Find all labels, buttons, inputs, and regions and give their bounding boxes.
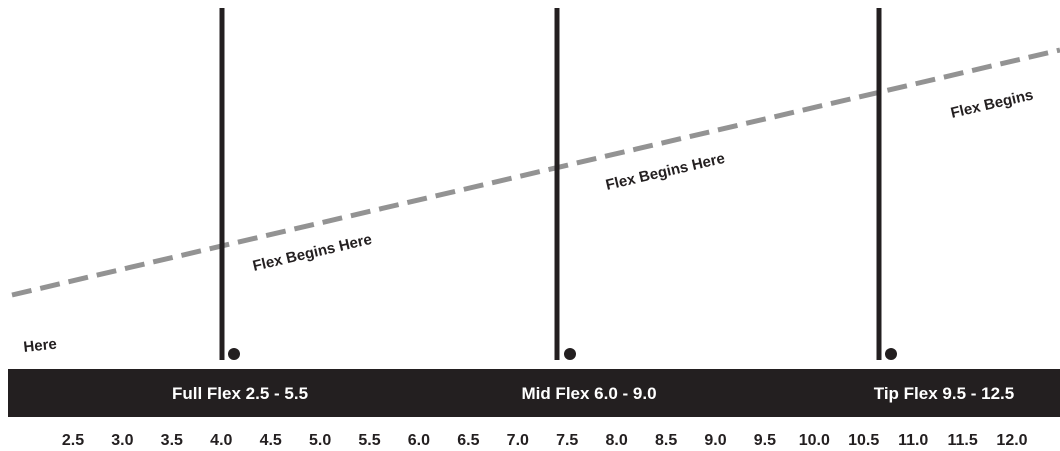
scale-tick-label: 9.5 xyxy=(754,432,776,449)
full-flex-label: Full Flex 2.5 - 5.5 xyxy=(172,384,308,403)
scale-tick-label: 11.0 xyxy=(898,432,928,449)
scale-tick-label: 6.5 xyxy=(457,432,479,449)
scale-tick-label: 11.5 xyxy=(947,432,977,449)
scale-tick-label: 4.0 xyxy=(210,432,232,449)
scale-tick-label: 10.0 xyxy=(799,432,830,449)
scale-tick-label: 5.5 xyxy=(358,432,380,449)
tip-flex-label: Tip Flex 9.5 - 12.5 xyxy=(874,384,1014,403)
scale-tick-label: 5.0 xyxy=(309,432,331,449)
scale-tick-label: 6.0 xyxy=(408,432,430,449)
mid-flex-label: Mid Flex 6.0 - 9.0 xyxy=(521,384,656,403)
full-flex-pole-dot xyxy=(228,348,240,360)
scale-tick-label: 7.0 xyxy=(507,432,529,449)
scale-tick-label: 4.5 xyxy=(260,432,282,449)
flex-scale: 2.5 3.0 3.5 4.0 4.5 5.0 5.5 6.0 6.5 7.0 7.5 8.0 8.5 9… xyxy=(62,432,1028,449)
flex-label-left: Here xyxy=(23,336,58,356)
flex-zone-band xyxy=(8,369,1060,417)
tip-flex-pole-dot xyxy=(885,348,897,360)
mid-flex-pole-dot xyxy=(564,348,576,360)
scale-tick-label: 9.0 xyxy=(704,432,726,449)
scale-tick-label: 8.5 xyxy=(655,432,677,449)
flex-label-1: Flex Begins Here xyxy=(251,231,373,275)
flex-begins-dashed-line xyxy=(11,47,1060,298)
scale-tick-label: 2.5 xyxy=(62,432,84,449)
scale-tick-label: 3.5 xyxy=(161,432,183,449)
scale-tick-label: 8.0 xyxy=(605,432,627,449)
scale-tick-label: 7.5 xyxy=(556,432,578,449)
scale-tick-label: 3.0 xyxy=(111,432,133,449)
scale-tick-label: 10.5 xyxy=(848,432,879,449)
flex-label-2: Flex Begins Here xyxy=(604,150,726,194)
scale-tick-label: 12.0 xyxy=(996,432,1027,449)
flex-label-right: Flex Begins xyxy=(949,86,1035,122)
poles xyxy=(219,8,897,360)
